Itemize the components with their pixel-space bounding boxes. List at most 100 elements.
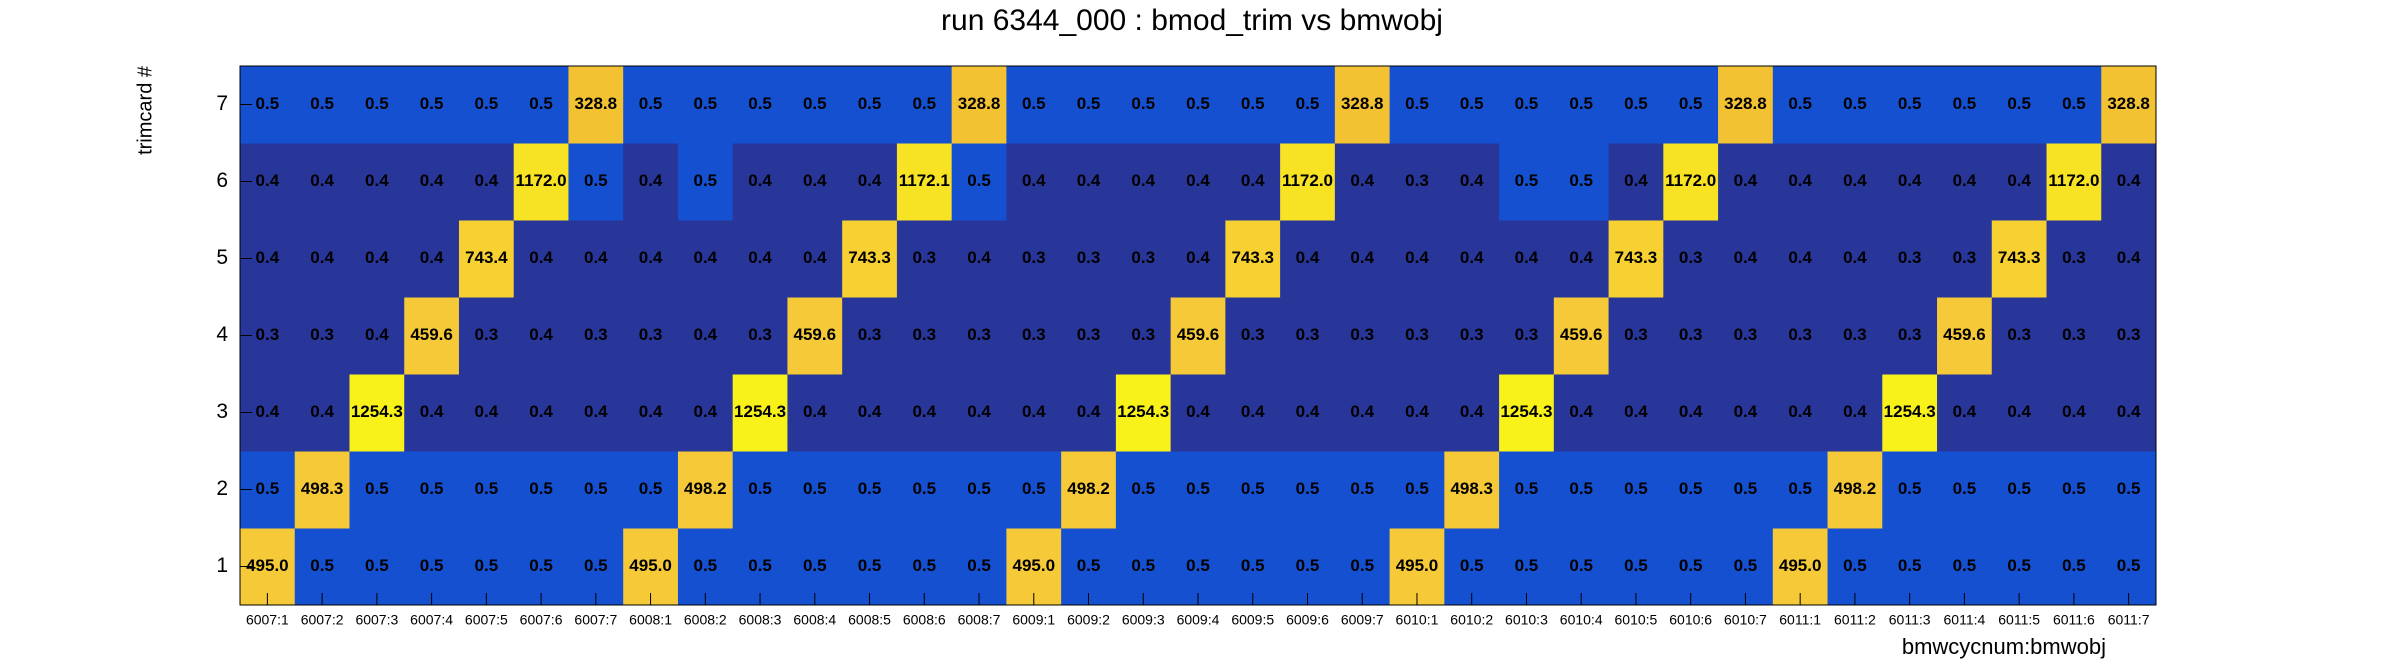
cell-label: 0.5 [858,556,882,575]
cell-label: 459.6 [1943,325,1986,344]
heatmap-cell [677,220,734,298]
heatmap-cell [842,528,898,606]
cell-label: 0.5 [584,556,608,575]
cell-label: 0.5 [1077,556,1101,575]
heatmap-cell [1170,143,1226,221]
cell-label: 0.4 [1679,402,1703,421]
cell-label: 495.0 [1012,556,1055,575]
cell-label: 0.5 [420,556,444,575]
cell-label: 1254.3 [734,402,786,421]
heatmap-cell [2101,220,2157,298]
x-axis-label: bmwcycnum:bmwobj [1902,634,2106,659]
cell-label: 0.5 [365,479,389,498]
cell-label: 0.3 [2062,248,2086,267]
cell-label: 0.5 [1898,556,1922,575]
heatmap-cell [349,220,405,298]
cell-label: 0.5 [1405,479,1429,498]
cell-label: 0.4 [420,171,444,190]
cell-label: 0.3 [1022,325,1046,344]
heatmap-cell [1006,143,1062,221]
heatmap-cell [1006,528,1062,606]
heatmap-cell [623,451,679,529]
heatmap-cell [1937,528,1993,606]
cell-label: 1172.0 [516,171,567,190]
heatmap-cell [1006,297,1062,375]
x-tick-label: 6009:4 [1177,612,1220,628]
heatmap-cell [568,297,624,375]
cell-label: 0.4 [639,402,663,421]
heatmap-cell [1827,143,1883,221]
heatmap-cell [568,66,624,144]
heatmap-cell [1499,297,1555,375]
x-tick-label: 6007:6 [520,612,563,628]
heatmap-cell [349,297,405,375]
cell-label: 0.4 [1241,171,1265,190]
cell-label: 0.4 [1131,171,1155,190]
cell-label: 0.5 [1898,479,1922,498]
x-tick-label: 6007:7 [574,612,617,628]
heatmap-cell [1553,374,1610,452]
heatmap-cell [1937,451,1993,529]
heatmap-cell [1115,451,1172,529]
cell-label: 0.5 [2117,556,2141,575]
heatmap-cell [1499,143,1555,221]
heatmap-cell [458,220,515,298]
heatmap-cell [1663,528,1719,606]
cell-label: 0.4 [1624,402,1648,421]
heatmap-cell [1499,374,1555,452]
cell-label: 0.4 [1734,402,1758,421]
heatmap-cell [1499,451,1555,529]
cell-label: 0.5 [639,479,663,498]
cell-label: 0.5 [639,94,663,113]
heatmap-cell [732,143,788,221]
heatmap-cell [896,297,953,375]
x-tick-label: 6011:7 [2108,612,2150,628]
cell-label: 0.5 [1460,556,1484,575]
heatmap-cell [1280,66,1336,144]
heatmap-cell [1718,297,1774,375]
heatmap-cell [1061,220,1117,298]
heatmap-cell [1389,451,1445,529]
cell-label: 0.5 [1734,479,1758,498]
heatmap-cell [1444,451,1500,529]
cell-label: 0.4 [1460,171,1484,190]
cell-label: 0.5 [858,94,882,113]
cell-label: 0.5 [1788,479,1812,498]
cell-label: 0.4 [1186,402,1210,421]
cell-label: 0.5 [803,94,827,113]
heatmap-cell [1334,374,1391,452]
heatmap-cell [787,143,843,221]
x-tick-label: 6008:4 [793,612,836,628]
heatmap-cell [1389,220,1445,298]
cell-label: 0.5 [2007,479,2031,498]
heatmap-cell [1882,451,1938,529]
heatmap-cell [2101,451,2157,529]
heatmap-cell [513,220,569,298]
cell-label: 743.4 [465,248,508,267]
cell-label: 0.3 [475,325,499,344]
cell-label: 743.3 [1998,248,2041,267]
heatmap-cell [677,297,734,375]
heatmap-cell [1718,143,1774,221]
heatmap-cell [1608,374,1664,452]
heatmap-cell [1334,451,1391,529]
cell-label: 0.5 [912,479,936,498]
cell-label: 0.4 [1022,171,1046,190]
cell-label: 0.5 [420,94,444,113]
x-tick-label: 6008:5 [848,612,891,628]
x-tick-label: 6007:1 [246,612,289,628]
heatmap-cell [1061,297,1117,375]
cell-label: 0.4 [2007,402,2031,421]
cell-label: 1254.3 [1117,402,1169,421]
heatmap-cell [623,374,679,452]
cell-label: 0.5 [1296,94,1320,113]
heatmap-cell [349,451,405,529]
heatmap-cell [1608,220,1664,298]
cell-label: 0.3 [967,325,991,344]
cell-label: 0.3 [912,325,936,344]
cell-label: 0.5 [2062,556,2086,575]
cell-label: 0.5 [2062,94,2086,113]
x-tick-label: 6009:2 [1067,612,1110,628]
cell-label: 0.5 [1788,94,1812,113]
cell-label: 0.5 [529,94,553,113]
